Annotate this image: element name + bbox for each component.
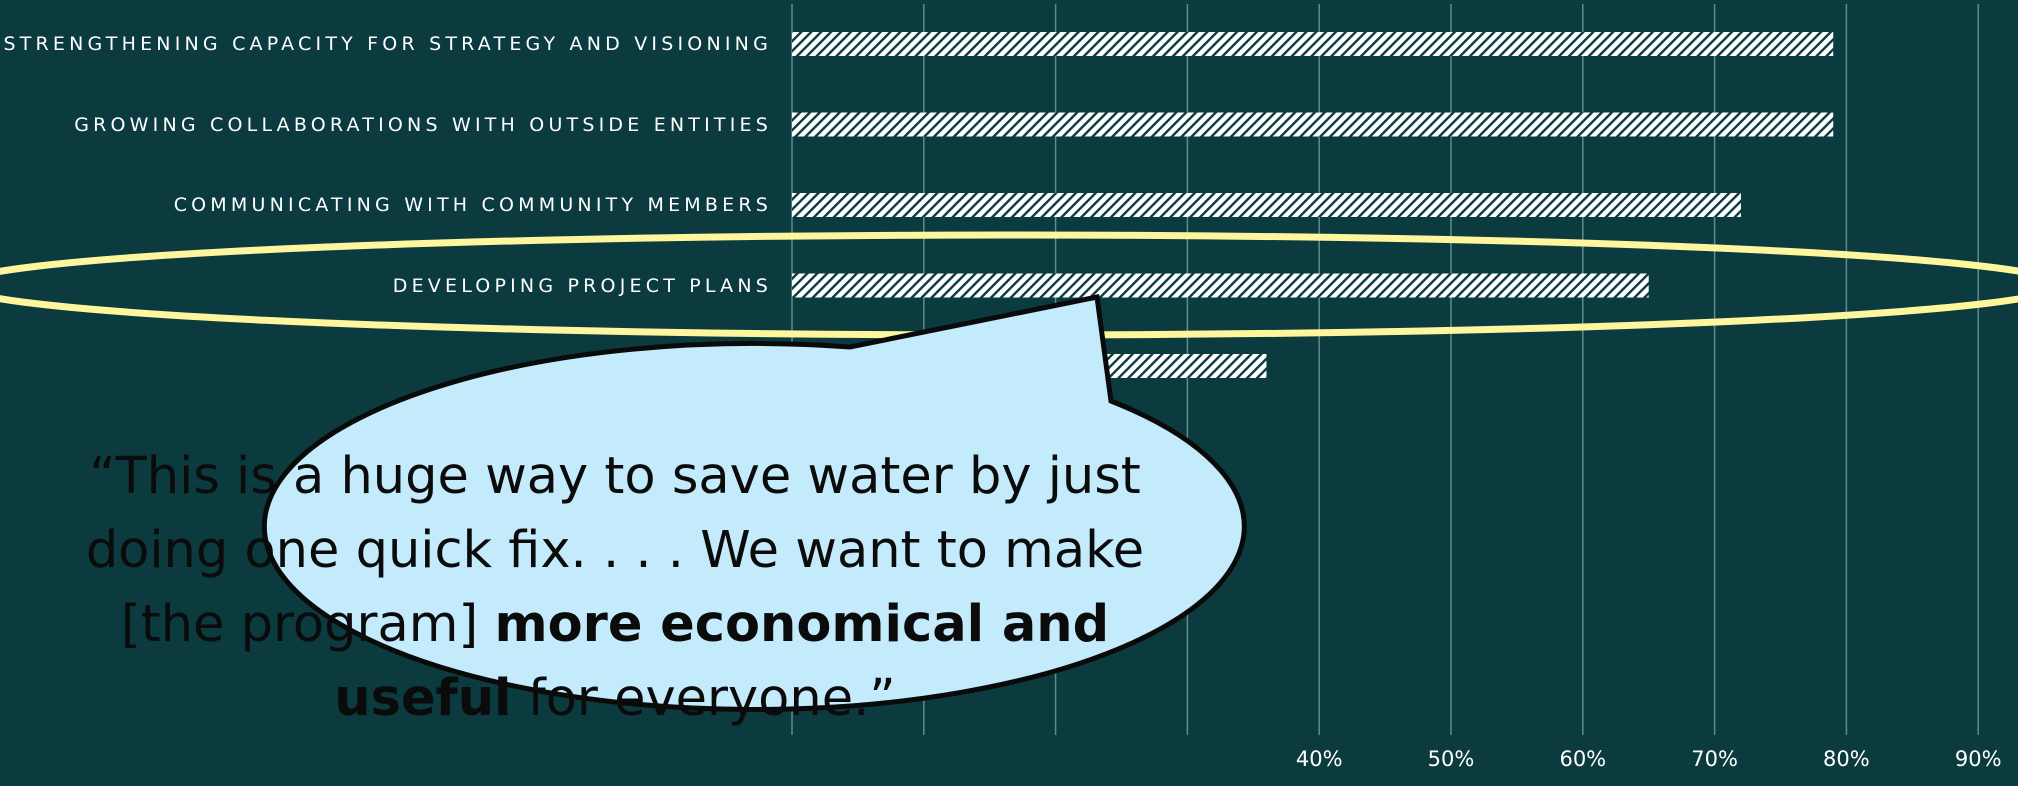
callout-quote: “This is a huge way to save water by jus… (40, 440, 1190, 736)
tick-label: 40% (1295, 747, 1343, 771)
category-label: GROWING COLLABORATIONS WITH OUTSIDE ENTI… (74, 113, 772, 136)
category-label: DEVELOPING PROJECT PLANS (392, 274, 772, 297)
bar (792, 112, 1834, 137)
tick-label: 50% (1427, 747, 1475, 771)
speech-bubble (261, 294, 1247, 712)
quote-attribution: — Project Accelerator Participant (360, 748, 870, 784)
bar (792, 193, 1741, 217)
category-label: COMMUNICATING WITH COMMUNITY MEMBERS (173, 194, 772, 216)
tick-label: 80% (1823, 747, 1870, 771)
category-label: STRENGTHENING CAPACITY FOR STRATEGY AND … (3, 33, 772, 55)
quote-text-bold: more economical and useful (334, 595, 1110, 728)
bar (792, 32, 1834, 56)
tick-label: 70% (1691, 747, 1738, 771)
quote-text-close: for everyone.” (511, 669, 896, 728)
tick-label: 90% (1954, 747, 2002, 771)
bar (792, 273, 1649, 298)
tick-label: 60% (1559, 747, 1607, 771)
quote-text-open: “This is a huge way to save water by jus… (85, 447, 1145, 654)
annotation-overlay (0, 231, 2018, 712)
